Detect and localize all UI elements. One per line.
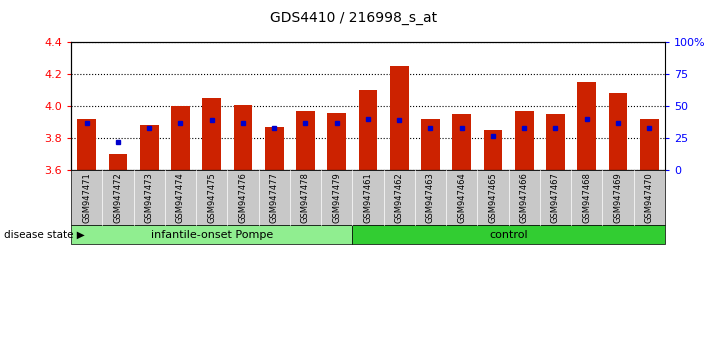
Bar: [140, 125, 159, 170]
Bar: [234, 105, 252, 170]
Text: GSM947465: GSM947465: [488, 172, 498, 223]
Text: control: control: [489, 229, 528, 240]
Text: GSM947461: GSM947461: [363, 172, 373, 223]
Bar: [515, 111, 533, 170]
Text: GSM947467: GSM947467: [551, 172, 560, 223]
Bar: [296, 111, 315, 170]
Bar: [546, 114, 565, 170]
Bar: [171, 106, 190, 170]
Bar: [358, 90, 378, 170]
Text: GSM947463: GSM947463: [426, 172, 435, 223]
Bar: [452, 114, 471, 170]
Text: GSM947474: GSM947474: [176, 172, 185, 223]
Text: GSM947470: GSM947470: [645, 172, 653, 223]
Bar: [264, 127, 284, 170]
Text: GSM947472: GSM947472: [114, 172, 122, 223]
Text: GSM947464: GSM947464: [457, 172, 466, 223]
Text: infantile-onset Pompe: infantile-onset Pompe: [151, 229, 273, 240]
Text: disease state ▶: disease state ▶: [4, 229, 85, 240]
Bar: [77, 119, 96, 170]
Text: GSM947466: GSM947466: [520, 172, 529, 223]
Text: GSM947468: GSM947468: [582, 172, 591, 223]
Text: GDS4410 / 216998_s_at: GDS4410 / 216998_s_at: [270, 11, 437, 25]
Text: GSM947475: GSM947475: [207, 172, 216, 223]
Text: GSM947478: GSM947478: [301, 172, 310, 223]
Text: GSM947479: GSM947479: [332, 172, 341, 223]
Text: GSM947462: GSM947462: [395, 172, 404, 223]
Text: GSM947471: GSM947471: [82, 172, 91, 223]
Bar: [327, 113, 346, 170]
Bar: [640, 119, 658, 170]
Text: GSM947477: GSM947477: [269, 172, 279, 223]
Bar: [609, 93, 627, 170]
Bar: [421, 119, 440, 170]
Bar: [577, 82, 596, 170]
Text: GSM947476: GSM947476: [238, 172, 247, 223]
Bar: [109, 154, 127, 170]
Bar: [390, 67, 409, 170]
Text: GSM947469: GSM947469: [614, 172, 622, 223]
Bar: [483, 130, 502, 170]
Bar: [203, 98, 221, 170]
Text: GSM947473: GSM947473: [145, 172, 154, 223]
